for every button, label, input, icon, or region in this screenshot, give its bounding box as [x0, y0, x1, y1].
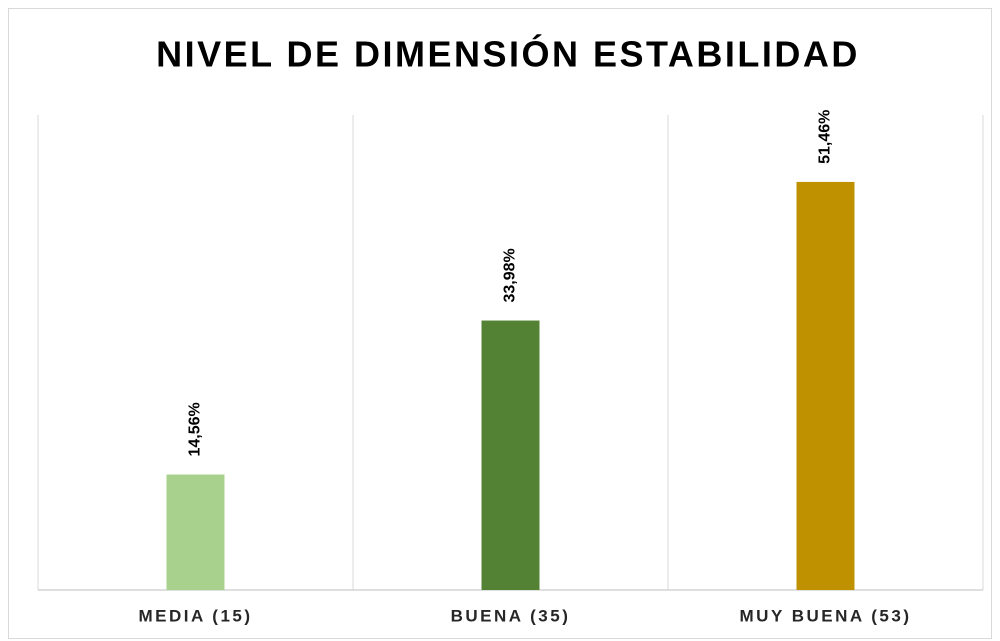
bar	[166, 474, 225, 590]
x-tick-label: BUENA (35)	[451, 606, 571, 625]
bar	[796, 181, 855, 591]
bar	[481, 320, 540, 590]
x-tick-label: MEDIA (15)	[138, 606, 252, 625]
value-label: 33,98%	[502, 248, 519, 302]
x-tick-label: MUY BUENA (53)	[740, 606, 912, 625]
chart-title: NIVEL DE DIMENSIÓN ESTABILIDAD	[156, 33, 860, 75]
value-label: 14,56%	[187, 402, 204, 456]
value-label: 51,46%	[817, 110, 834, 164]
